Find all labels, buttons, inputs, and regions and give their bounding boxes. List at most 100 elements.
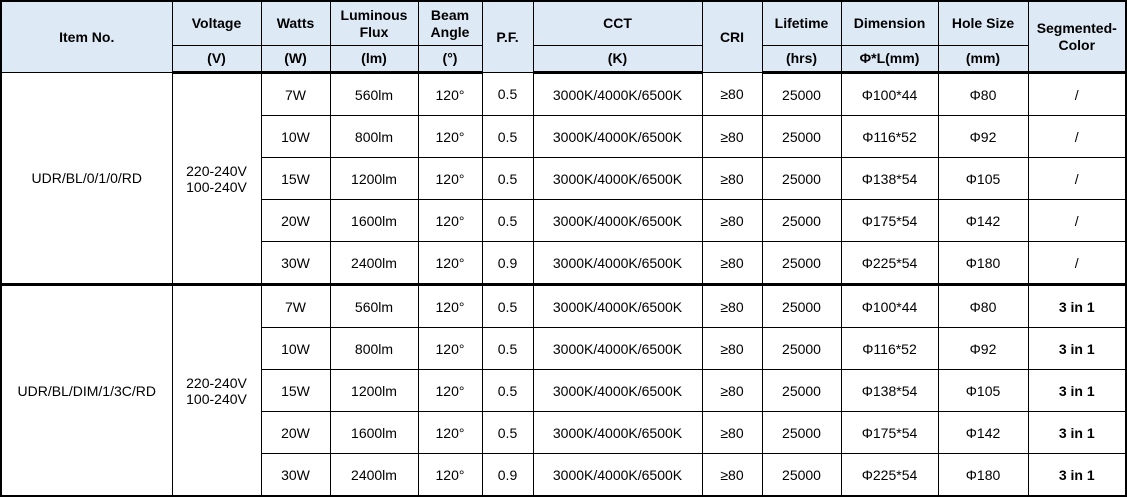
cell-cct: 3000K/4000K/6500K — [532, 115, 703, 158]
table-row: 10W 800lm 120° 0.5 3000K/4000K/6500K ≥80 25000… — [1, 115, 1127, 158]
cell-segmented-color: 3 in 1 — [1027, 327, 1127, 370]
header-hole-unit: (mm) — [937, 45, 1029, 74]
cell-cri: ≥80 — [701, 327, 763, 370]
cell-hole-size: Φ180 — [937, 241, 1029, 285]
table-row: 20W 1600lm 120° 0.5 3000K/4000K/6500K ≥80 2500… — [1, 411, 1127, 454]
cell-beam-angle: 120° — [417, 327, 483, 370]
cell-lifetime: 25000 — [761, 283, 842, 328]
cell-cct: 3000K/4000K/6500K — [532, 72, 703, 116]
cell-dimension: Φ138*54 — [840, 157, 939, 200]
cell-pf: 0.5 — [481, 411, 534, 454]
header-lifetime: Lifetime — [761, 0, 842, 46]
cell-beam-angle: 120° — [417, 241, 483, 285]
cell-lifetime: 25000 — [761, 72, 842, 116]
cell-lifetime: 25000 — [761, 327, 842, 370]
cell-hole-size: Φ92 — [937, 327, 1029, 370]
cell-lifetime: 25000 — [761, 157, 842, 200]
table-row: UDR/BL/0/1/0/RD 220-240V 100-240V 7W 560lm 1… — [0, 72, 1127, 285]
cell-watts: 10W — [260, 327, 331, 370]
cell-beam-angle: 120° — [417, 157, 483, 200]
cell-dimension: Φ225*54 — [840, 453, 939, 497]
cell-flux: 800lm — [329, 115, 419, 158]
cell-pf: 0.5 — [481, 157, 534, 200]
cell-cct: 3000K/4000K/6500K — [532, 411, 703, 454]
table-row: 15W 1200lm 120° 0.5 3000K/4000K/6500K ≥80 2500… — [1, 369, 1127, 412]
cell-watts: 20W — [260, 199, 331, 242]
header-voltage: Voltage — [171, 0, 262, 46]
cell-cri: ≥80 — [701, 411, 763, 454]
cell-pf: 0.9 — [481, 453, 534, 497]
cell-item-no: UDR/BL/0/1/0/RD — [0, 72, 173, 285]
cell-cri: ≥80 — [701, 453, 763, 497]
cell-flux: 1200lm — [329, 369, 419, 412]
cell-hole-size: Φ80 — [937, 72, 1029, 116]
header-pf: P.F. — [481, 0, 534, 73]
cell-beam-angle: 120° — [417, 199, 483, 242]
cell-segmented-color: 3 in 1 — [1027, 369, 1127, 412]
cell-watts: 10W — [260, 115, 331, 158]
cell-cri: ≥80 — [701, 199, 763, 242]
cell-dimension: Φ100*44 — [840, 72, 939, 116]
cell-beam-angle: 120° — [417, 453, 483, 497]
cell-cct: 3000K/4000K/6500K — [532, 241, 703, 285]
cell-lifetime: 25000 — [761, 411, 842, 454]
cell-flux: 1600lm — [329, 411, 419, 454]
header-hole: Hole Size — [937, 0, 1029, 46]
cell-flux: 1200lm — [329, 157, 419, 200]
cell-lifetime: 25000 — [761, 241, 842, 285]
cell-segmented-color: 3 in 1 — [1027, 283, 1127, 328]
table-row: 10W 800lm 120° 0.5 3000K/4000K/6500K ≥80 25000… — [1, 327, 1127, 370]
cell-hole-size: Φ142 — [937, 199, 1029, 242]
cell-cct: 3000K/4000K/6500K — [532, 199, 703, 242]
cell-watts: 30W — [260, 241, 331, 285]
cell-cri: ≥80 — [701, 115, 763, 158]
cell-beam-angle: 120° — [417, 115, 483, 158]
cell-watts: 7W — [260, 72, 331, 116]
header-cri: CRI — [701, 0, 763, 73]
header-watts: Watts — [260, 0, 331, 46]
header-cct-unit: (K) — [532, 45, 703, 74]
cell-segmented-color: 3 in 1 — [1027, 453, 1127, 497]
cell-hole-size: Φ180 — [937, 453, 1029, 497]
cell-beam-angle: 120° — [417, 411, 483, 454]
cell-flux: 2400lm — [329, 453, 419, 497]
cell-hole-size: Φ80 — [937, 283, 1029, 328]
cell-dimension: Φ116*52 — [840, 327, 939, 370]
header-lifetime-unit: (hrs) — [761, 45, 842, 74]
cell-pf: 0.5 — [481, 115, 534, 158]
cell-segmented-color: / — [1027, 157, 1127, 200]
cell-segmented-color: / — [1027, 72, 1127, 116]
cell-watts: 15W — [260, 369, 331, 412]
header-flux-unit: (lm) — [329, 45, 419, 74]
cell-beam-angle: 120° — [417, 283, 483, 328]
cell-dimension: Φ116*52 — [840, 115, 939, 158]
header-beam-unit: (°) — [417, 45, 483, 74]
header-watts-unit: (W) — [260, 45, 331, 74]
cell-segmented-color: / — [1027, 115, 1127, 158]
cell-cct: 3000K/4000K/6500K — [532, 283, 703, 328]
cell-segmented-color: / — [1027, 199, 1127, 242]
cell-voltage: 220-240V 100-240V — [171, 283, 262, 497]
cell-flux: 1600lm — [329, 199, 419, 242]
cell-hole-size: Φ105 — [937, 157, 1029, 200]
cell-flux: 800lm — [329, 327, 419, 370]
cell-segmented-color: 3 in 1 — [1027, 411, 1127, 454]
cell-pf: 0.5 — [481, 369, 534, 412]
table-row: 30W 2400lm 120° 0.9 3000K/4000K/6500K ≥80 2500… — [1, 453, 1127, 497]
cell-hole-size: Φ105 — [937, 369, 1029, 412]
cell-flux: 560lm — [329, 72, 419, 116]
header-item-no: Item No. — [0, 0, 173, 73]
cell-pf: 0.5 — [481, 283, 534, 328]
cell-segmented-color: / — [1027, 241, 1127, 285]
cell-cri: ≥80 — [701, 241, 763, 285]
header-cct: CCT — [532, 0, 703, 46]
cell-hole-size: Φ142 — [937, 411, 1029, 454]
table-row: 30W 2400lm 120° 0.9 3000K/4000K/6500K ≥80 2500… — [1, 241, 1127, 285]
cell-cri: ≥80 — [701, 369, 763, 412]
cell-dimension: Φ175*54 — [840, 411, 939, 454]
cell-cct: 3000K/4000K/6500K — [532, 369, 703, 412]
cell-cri: ≥80 — [701, 72, 763, 116]
cell-pf: 0.5 — [481, 72, 534, 116]
cell-dimension: Φ175*54 — [840, 199, 939, 242]
